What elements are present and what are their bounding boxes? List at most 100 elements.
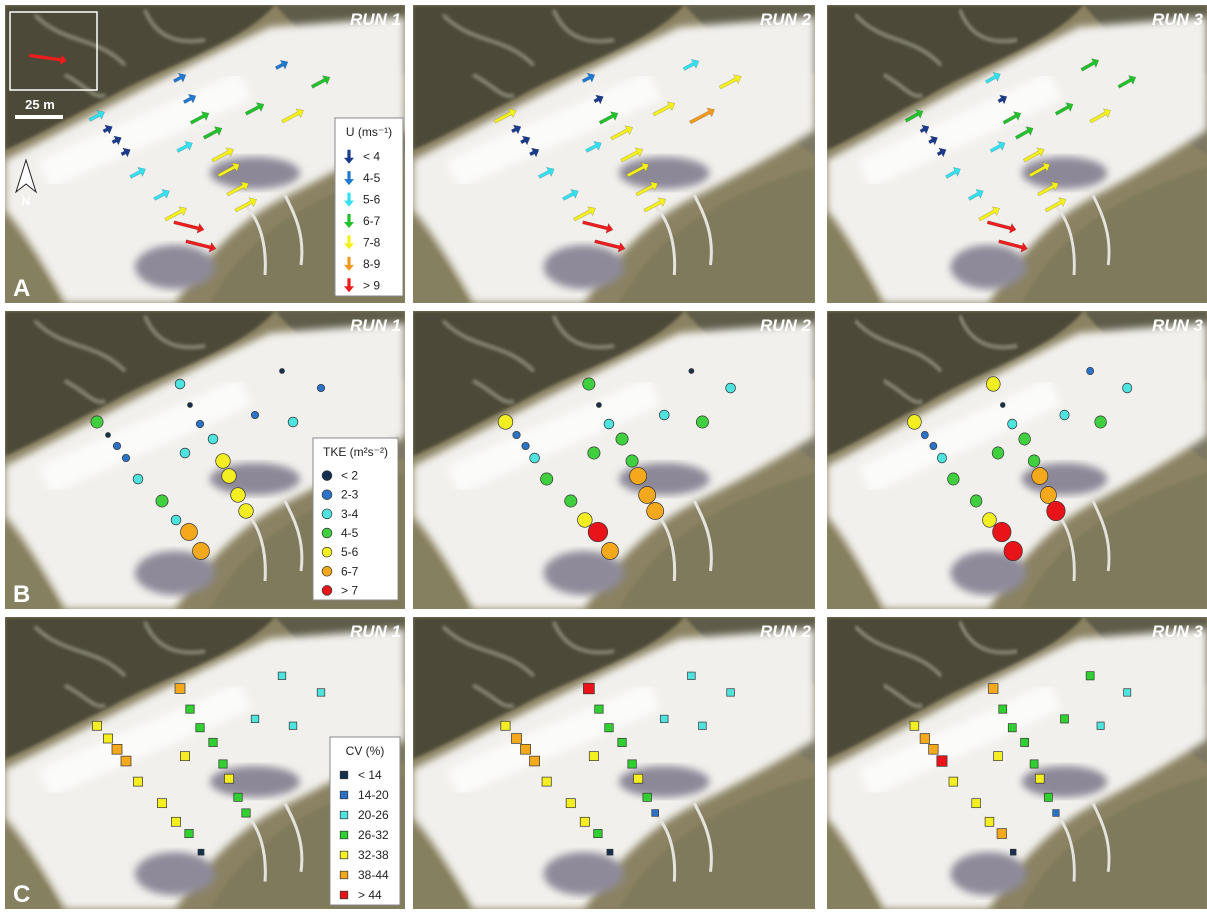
legend-label: < 4: [363, 150, 380, 164]
run-title: RUN 3: [1152, 316, 1204, 335]
tke-marker: [1039, 486, 1057, 504]
cv-marker: [185, 704, 195, 714]
map-panel: [827, 617, 1207, 909]
cv-marker: [184, 829, 194, 839]
legend-title: TKE (m²s⁻²): [323, 445, 388, 459]
tke-marker: [564, 494, 578, 508]
tke-marker: [587, 446, 601, 460]
cv-marker: [651, 809, 659, 817]
tke-marker: [982, 512, 997, 528]
cv-marker: [233, 792, 243, 802]
tke-marker: [287, 416, 299, 428]
legend-label: 5-6: [363, 193, 381, 207]
cv-marker: [157, 798, 167, 809]
legend-label: 8-9: [363, 257, 381, 271]
wind-arrow: [538, 167, 555, 179]
wind-arrow: [1022, 147, 1045, 163]
cv-marker: [617, 737, 627, 747]
wind-arrow: [573, 206, 596, 222]
cv-marker: [593, 829, 603, 839]
cv-marker: [250, 714, 260, 723]
cv-marker: [565, 798, 576, 809]
tke-marker: [321, 546, 333, 558]
tke-marker: [221, 468, 237, 484]
legend-label: 26-32: [358, 828, 389, 842]
map-panel: [413, 5, 815, 303]
wind-arrow: [562, 189, 579, 201]
cv-marker: [288, 721, 298, 730]
tke-marker: [121, 453, 131, 463]
cv-marker: [339, 790, 349, 800]
legend-label: 2-3: [341, 488, 359, 502]
wind-arrow: [274, 59, 289, 70]
cv-marker: [594, 704, 604, 714]
wind-arrow: [1014, 126, 1034, 140]
tke-marker: [321, 566, 333, 577]
tke-marker: [179, 447, 191, 459]
legend-arrow: [344, 278, 354, 293]
wind-arrow: [529, 147, 540, 158]
tke-marker: [658, 409, 670, 421]
aerial-image: [413, 5, 815, 303]
wind-arrow: [635, 181, 659, 197]
tke-marker: [992, 521, 1012, 543]
legend-label: 6-7: [363, 214, 381, 228]
cv-marker: [1029, 759, 1039, 769]
wind-arrow: [111, 135, 122, 146]
tke-marker: [540, 472, 554, 486]
wind-arrow: [985, 72, 1001, 84]
run-title: RUN 3: [1152, 622, 1204, 641]
cv-marker: [1060, 714, 1069, 724]
cv-marker: [604, 723, 614, 733]
row-label: B: [13, 581, 30, 608]
wind-arrow: [520, 135, 531, 146]
cv-marker: [660, 714, 669, 723]
cv-marker: [171, 816, 181, 827]
legend-label: 14-20: [358, 788, 389, 802]
cv-marker: [1123, 688, 1132, 697]
tke-marker: [936, 452, 947, 464]
tke-marker: [230, 487, 246, 503]
wind-arrow: [620, 147, 644, 163]
cv-marker: [133, 776, 143, 787]
cv-marker: [339, 830, 349, 840]
cv-marker: [1035, 773, 1045, 784]
legend-label: 6-7: [341, 564, 359, 578]
tke-marker: [1003, 540, 1023, 562]
wind-arrow: [1089, 108, 1111, 124]
inset-arrow: [28, 53, 67, 65]
legend-label: 4-5: [363, 171, 381, 185]
cv-marker: [224, 773, 234, 784]
tke-marker: [321, 527, 333, 539]
wind-arrow: [310, 75, 331, 89]
wind-arrow: [919, 124, 930, 135]
cv-marker: [103, 733, 113, 744]
wind-arrow: [189, 111, 210, 125]
map-panel: [5, 617, 405, 909]
tke-marker: [215, 453, 231, 469]
tke-marker: [105, 432, 111, 438]
wind-arrow: [172, 72, 187, 83]
legend-arrow: [344, 192, 354, 207]
tke-marker: [180, 523, 198, 541]
wind-arrow: [493, 108, 517, 124]
tke-marker: [174, 378, 186, 390]
cv-marker: [174, 683, 186, 694]
aerial-image: [827, 5, 1207, 303]
wind-arrow: [1054, 102, 1074, 116]
cv-marker: [971, 798, 981, 809]
legend: TKE (m²s⁻²) < 2 2-3 3-4 4-5 5-6 6-7 > 7: [312, 437, 399, 601]
wind-arrow: [173, 220, 205, 234]
tke-marker: [921, 430, 929, 440]
cv-marker: [241, 808, 251, 818]
tke-marker: [187, 402, 193, 408]
cv-marker: [339, 810, 349, 820]
scale-bar: [15, 115, 63, 119]
run-title: RUN 2: [760, 10, 812, 29]
wind-arrow: [182, 93, 197, 104]
map-panel: [5, 5, 405, 303]
cv-marker: [1007, 723, 1017, 733]
tke-marker: [316, 383, 326, 393]
cv-marker: [698, 721, 707, 730]
